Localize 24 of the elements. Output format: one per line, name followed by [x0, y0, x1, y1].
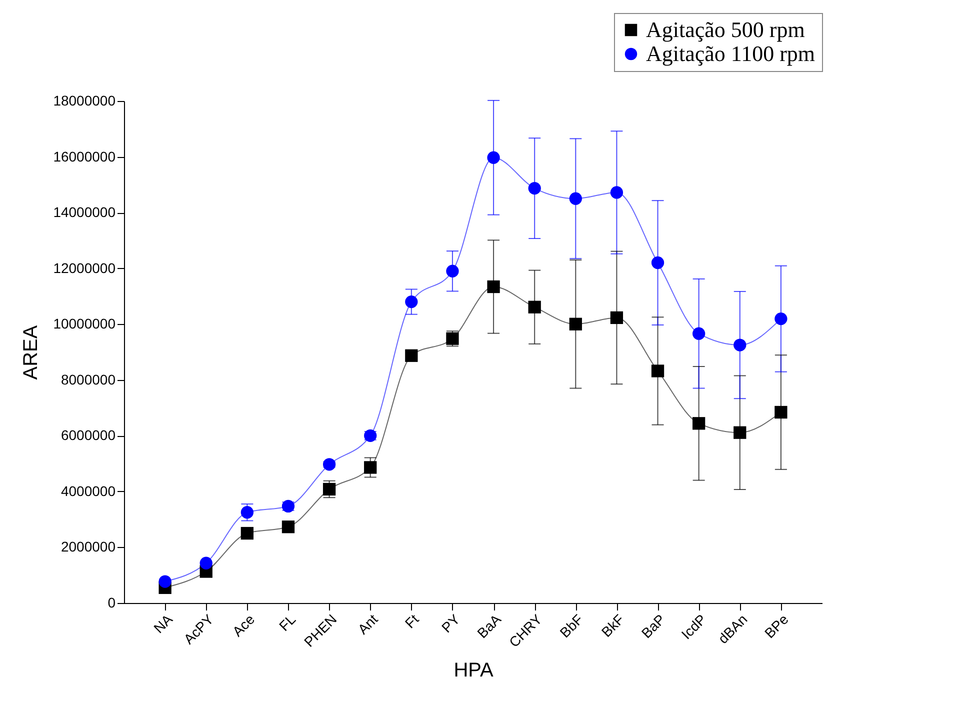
x-tick-label: BkF [598, 611, 628, 640]
x-tick-label: Ant [354, 611, 381, 638]
x-tick-label: FL [276, 610, 299, 634]
legend-label: Agitação 500 rpm [646, 17, 805, 42]
y-tick-label: 2000000 [60, 538, 116, 555]
x-tick-label: NA [150, 610, 176, 636]
y-tick-label: 0 [108, 594, 116, 610]
y-tick-label: 10000000 [53, 316, 116, 332]
y-tick-label: 14000000 [53, 204, 116, 220]
x-tick-label: Ft [402, 611, 422, 632]
legend-label: Agitação 1100 rpm [646, 41, 816, 66]
y-tick-label: 6000000 [60, 427, 116, 444]
x-tick-label: Ace [229, 610, 258, 640]
x-tick-label: BaA [474, 610, 504, 642]
y-axis-title: AREA [20, 324, 42, 380]
y-tick-label: 12000000 [53, 260, 116, 276]
x-axis-title: HPA [454, 659, 494, 682]
y-tick-label: 4000000 [60, 482, 116, 499]
x-tick-label: PY [438, 610, 464, 636]
y-tick-label: 8000000 [60, 371, 116, 388]
y-tick-label: 18000000 [53, 92, 116, 108]
x-tick-label: BPe [761, 610, 792, 642]
y-tick-label: 16000000 [53, 148, 116, 164]
x-tick-label: BaP [638, 611, 668, 642]
